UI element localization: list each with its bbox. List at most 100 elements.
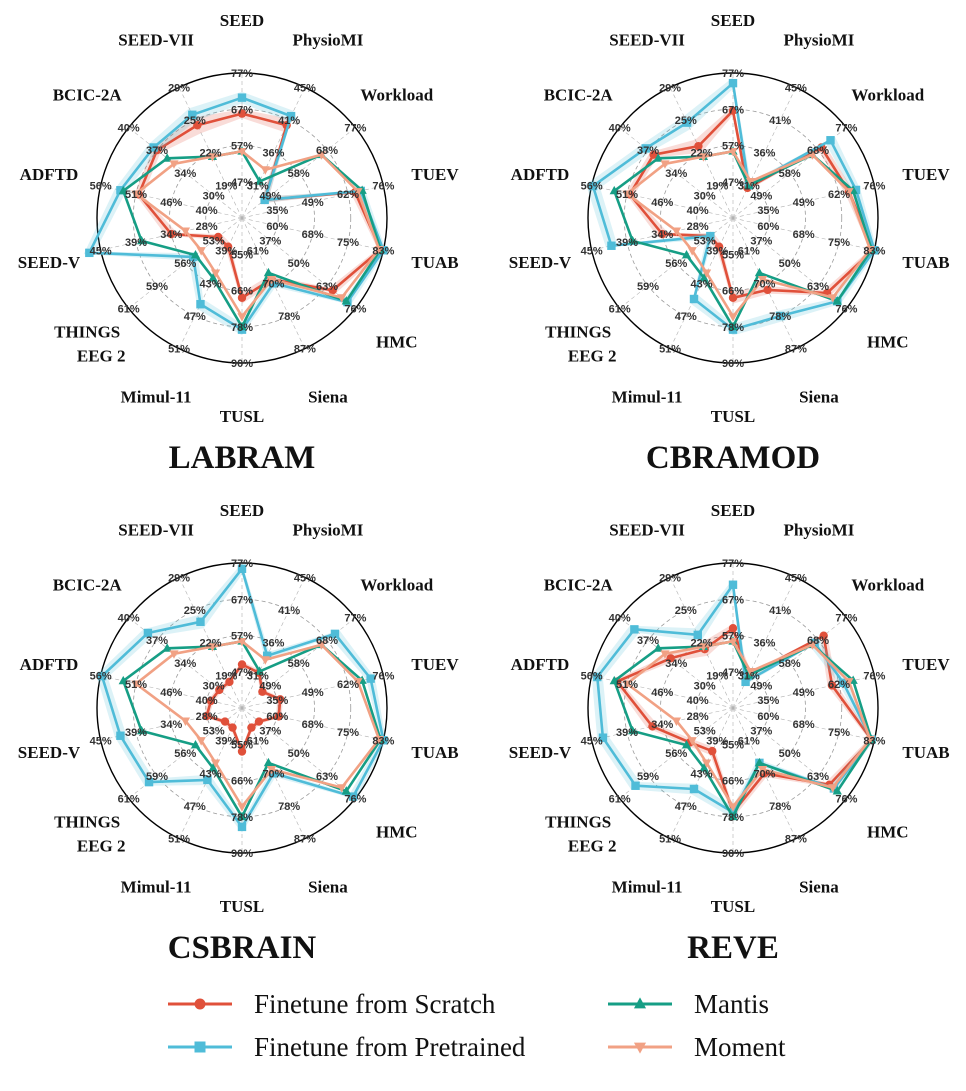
data-point [374,735,384,745]
tick-label: 67% [231,594,253,606]
data-point [641,144,650,153]
data-point [193,121,202,130]
tick-label: 70% [262,278,284,290]
axis-label-seed-vii: SEED-VII [118,31,194,50]
tick-label: 53% [694,236,716,248]
data-point [588,181,598,191]
data-point [202,711,211,721]
axis-label-siena: Siena [308,877,348,896]
axis-label-seed: SEED [711,11,755,30]
axis-label-seed: SEED [220,501,264,520]
data-point [237,93,247,102]
tick-label: 36% [753,638,775,650]
tick-label: 19% [706,670,728,682]
legend-label: Mantis [694,989,769,1019]
tick-label: 67% [722,104,744,116]
tick-label: 70% [262,768,284,780]
data-point [237,109,247,118]
tick-label: 66% [722,776,744,788]
data-point [254,717,264,726]
tick-label: 68% [793,229,815,241]
axis-label-seed-v: SEED-V [18,253,81,272]
tick-label: 78% [231,812,253,824]
data-point [180,717,191,726]
tick-label: 45% [581,245,603,257]
data-point [330,629,340,639]
tick-label: 47% [184,801,206,813]
data-point [865,245,875,255]
axis-label-hmc: HMC [867,332,909,351]
data-point [254,176,265,185]
tick-label: 41% [278,605,300,617]
data-point [237,321,247,331]
tick-label: 29% [168,82,190,94]
tick-label: 61% [118,793,140,805]
grid-spoke [732,577,797,709]
data-point [262,651,272,660]
tick-label: 87% [785,344,807,356]
data-point [237,822,247,832]
data-point [682,118,692,127]
tick-label: 34% [665,658,687,670]
data-point [757,766,768,775]
tick-label: 55% [722,249,744,261]
legend-marker [633,997,647,1009]
data-point [744,670,754,679]
tick-label: 56% [90,671,112,683]
data-point [628,235,638,245]
tick-label: 31% [247,670,269,682]
data-point [728,321,738,331]
tick-label: 77% [231,558,253,570]
tick-label: 77% [722,558,744,570]
data-point [85,248,94,258]
tick-label: 55% [722,739,744,751]
axis-label-physiomi: PhysioMI [783,31,854,50]
tick-label: 46% [160,197,182,209]
data-point [237,811,247,821]
tick-label: 70% [753,768,775,780]
tick-label: 77% [722,68,744,80]
grid-spoke [619,127,734,219]
data-point [118,185,128,195]
data-point [754,757,765,767]
tick-label: 62% [337,189,359,201]
data-point [137,725,147,735]
tick-label: 67% [231,104,253,116]
axis-label-physiomi: PhysioMI [783,521,854,540]
tick-label: 53% [694,726,716,738]
tick-label: 51% [616,189,638,201]
data-point [598,733,608,742]
data-point [269,279,278,288]
data-point [316,151,326,160]
tick-label: 22% [691,638,713,650]
tick-label: 29% [659,82,681,94]
tick-label: 62% [337,679,359,691]
tick-label: 78% [769,801,791,813]
data-point [247,723,256,732]
tick-label: 87% [785,834,807,846]
data-point [237,313,247,322]
axis-label-siena: Siena [799,387,839,406]
data-point [328,286,337,295]
tick-label: 49% [259,190,281,202]
tick-label: 40% [196,205,218,217]
tick-label: 43% [200,768,222,780]
tick-label: 49% [750,190,772,202]
tick-label: 63% [316,771,338,783]
data-point [162,643,172,652]
axis-label-tuev: TUEV [411,655,459,674]
tick-label: 35% [266,205,288,217]
data-point [689,294,699,304]
tick-label: 50% [779,258,801,270]
legend-item-finetune-from-scratch: Finetune from Scratch [168,989,496,1019]
data-point [728,293,738,302]
tick-label: 83% [863,245,885,257]
radar-chart-reve: 47% 57% 67% 77% 31% 36% 41% 45% 49% 58% 68% 77% 35% 4… [509,501,951,966]
grid-spoke [128,217,243,309]
axis-label-tuab: TUAB [411,743,458,762]
data-point [728,313,738,322]
data-point [653,643,663,652]
tick-label: 40% [687,695,709,707]
radar-chart-csbrain: 47% 57% 67% 77% 31% 36% 41% 45% 49% 58% 68% 77% 35% 4… [18,501,460,966]
data-point [353,188,363,197]
